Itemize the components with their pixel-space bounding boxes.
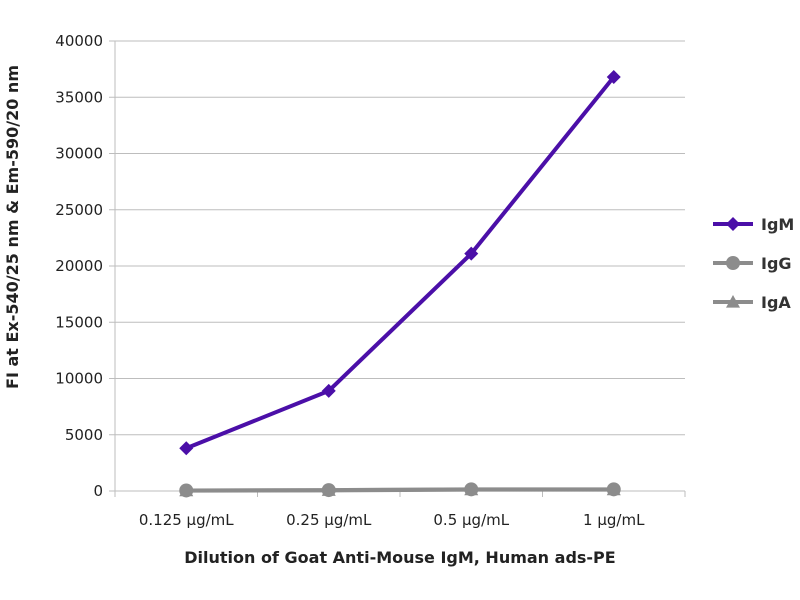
data-point: [464, 482, 479, 497]
y-tick-label: 25000: [55, 201, 103, 219]
x-axis-title: Dilution of Goat Anti-Mouse IgM, Human a…: [184, 548, 615, 567]
legend-label: IgG: [761, 254, 792, 273]
series-igg: [179, 482, 621, 498]
legend-marker: [726, 256, 740, 270]
legend-label: IgM: [761, 215, 794, 234]
legend-entry: IgG: [713, 254, 792, 273]
y-tick-label: 20000: [55, 257, 103, 275]
legend-marker: [726, 295, 740, 308]
legend-marker: [726, 217, 740, 231]
y-tick-label: 5000: [65, 426, 103, 444]
legend-entry: IgM: [713, 215, 794, 234]
y-tick-label: 40000: [55, 32, 103, 50]
data-point: [606, 70, 621, 84]
axes: 0 5000 10000 15000 20000 25000 30000 35000 40000…: [55, 32, 686, 529]
x-tick-label: 0.125 µg/mL: [139, 511, 234, 529]
series-line: [185, 75, 616, 451]
legend: IgM IgG IgA: [713, 215, 794, 312]
data-point: [606, 482, 621, 497]
data-point: [464, 246, 479, 261]
legend-label: IgA: [761, 293, 791, 312]
series-igm: [179, 70, 621, 456]
x-tick-label: 1 µg/mL: [583, 511, 645, 529]
data-point: [179, 441, 194, 456]
legend-entry: IgA: [713, 293, 791, 312]
y-axis-title: FI at Ex-540/25 nm & Em-590/20 nm: [3, 65, 22, 389]
y-tick-label: 15000: [55, 313, 103, 331]
data-point: [321, 483, 336, 498]
series-line: [186, 487, 614, 493]
y-tick-label: 10000: [55, 370, 103, 388]
series-lines: [179, 70, 621, 498]
gridlines: [115, 40, 685, 436]
data-point: [321, 383, 336, 398]
y-tick-label: 30000: [55, 145, 103, 163]
y-tick-label: 35000: [55, 88, 103, 106]
x-tick-label: 0.5 µg/mL: [433, 511, 509, 529]
y-tick-label: 0: [93, 482, 103, 500]
x-tick-label: 0.25 µg/mL: [286, 511, 372, 529]
data-point: [179, 483, 194, 498]
